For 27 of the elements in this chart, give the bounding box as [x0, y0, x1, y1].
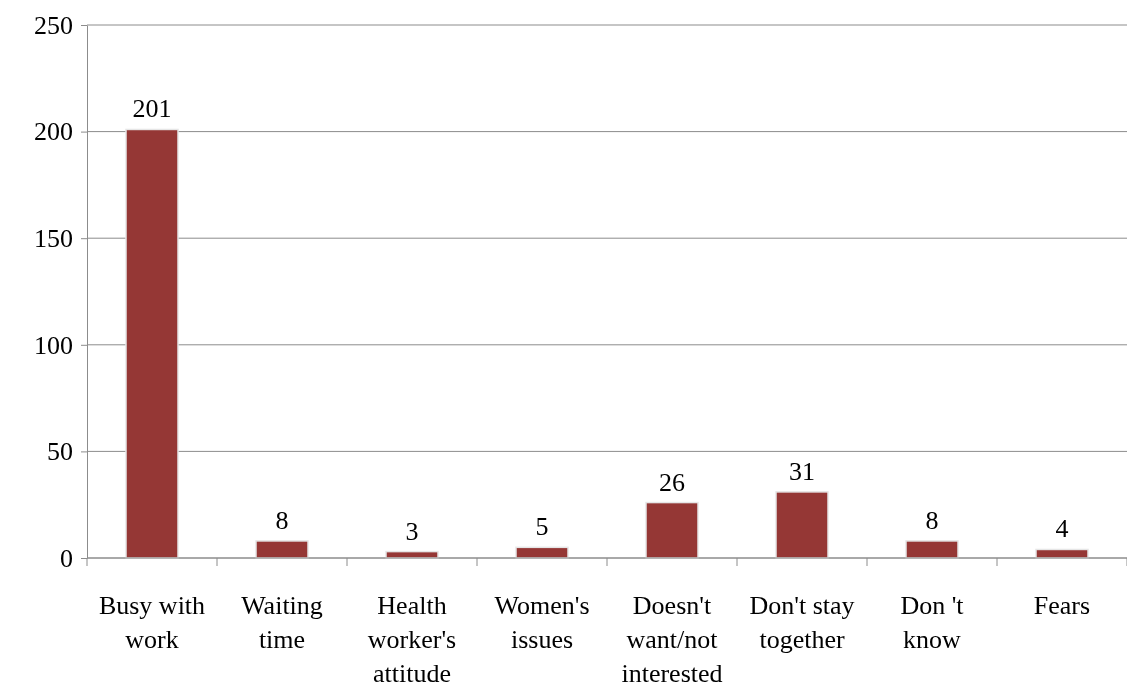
bar: [905, 540, 959, 559]
bar: [255, 540, 309, 559]
data-label: 26: [659, 467, 685, 497]
x-tick-label: Busy with work: [98, 591, 206, 654]
data-label: 8: [275, 505, 289, 535]
y-tick-label: 200: [34, 117, 73, 147]
data-label: 4: [1055, 514, 1069, 544]
x-tick-label: Fears: [1033, 591, 1091, 620]
y-tick-label: 150: [34, 224, 73, 254]
data-label: 201: [132, 94, 172, 124]
y-tick-label: 100: [34, 330, 73, 360]
y-tick-label: 0: [60, 543, 73, 573]
data-label: 5: [535, 512, 549, 542]
y-tick-label: 50: [47, 437, 73, 467]
x-tick-label: Health worker's attitude: [367, 591, 457, 688]
bar: [645, 501, 699, 559]
bar: [775, 491, 829, 559]
data-label: 8: [925, 505, 939, 535]
bar: [125, 128, 179, 559]
x-tick-label: Doesn't want/not interested: [621, 591, 723, 688]
x-tick-label: Don 't know: [900, 591, 965, 654]
data-label: 31: [789, 456, 815, 486]
data-label: 3: [405, 516, 419, 546]
x-tick-label: Waiting time: [241, 591, 323, 654]
y-tick-label: 250: [34, 10, 73, 40]
x-tick-label: Don't stay together: [749, 591, 855, 654]
x-tick-label: Women's issues: [494, 591, 590, 654]
